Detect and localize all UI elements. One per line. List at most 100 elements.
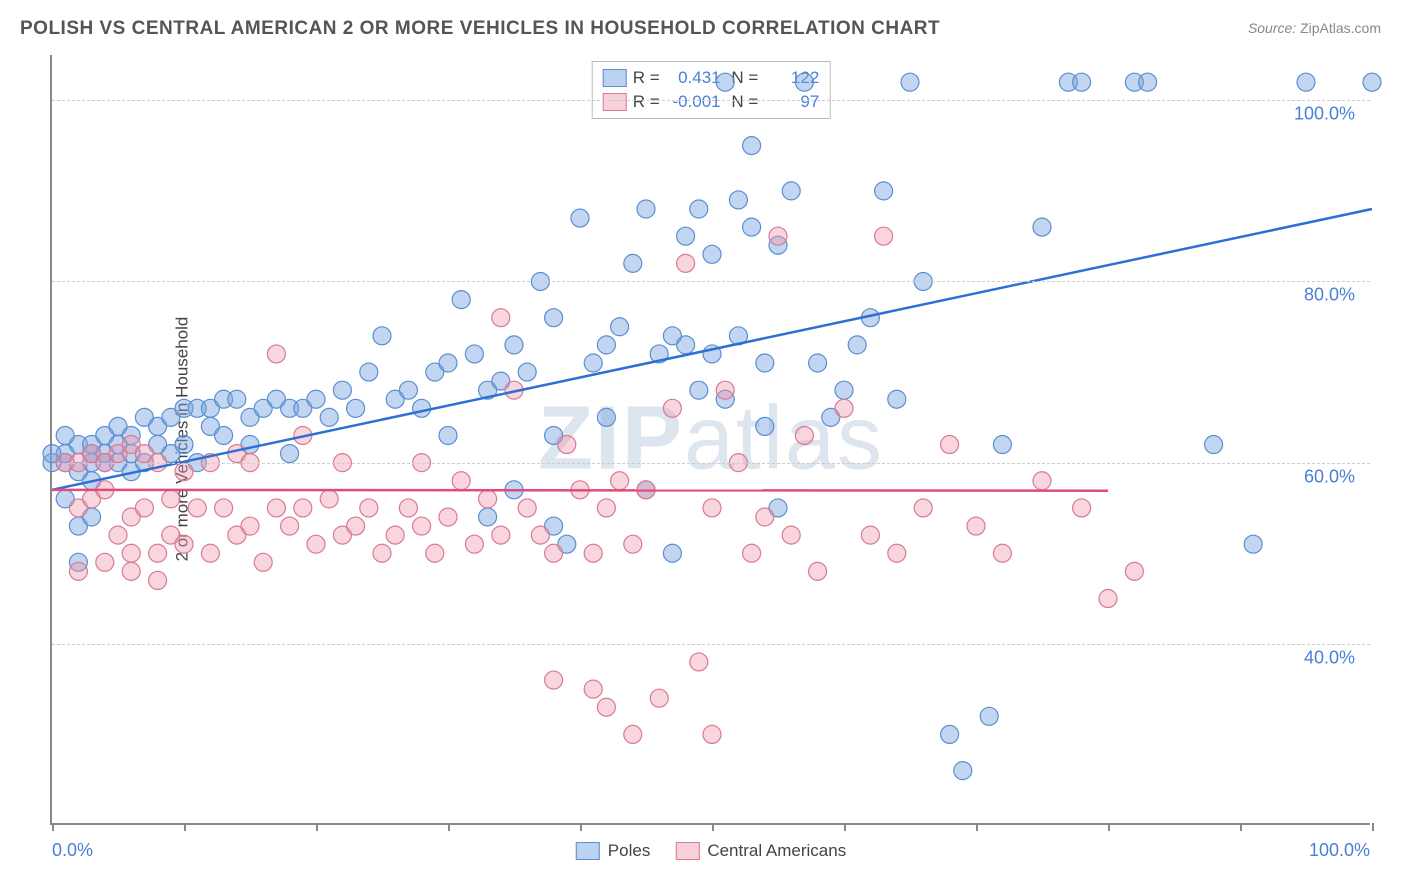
- data-point: [993, 436, 1011, 454]
- swatch-blue: [576, 842, 600, 860]
- data-point: [518, 499, 536, 517]
- data-point: [281, 445, 299, 463]
- data-point: [835, 381, 853, 399]
- data-point: [967, 517, 985, 535]
- data-point: [677, 227, 695, 245]
- data-point: [439, 354, 457, 372]
- data-point: [809, 562, 827, 580]
- y-tick-label: 80.0%: [1304, 285, 1355, 306]
- data-point: [69, 562, 87, 580]
- gridline-h: [52, 281, 1370, 282]
- data-point: [545, 671, 563, 689]
- data-point: [703, 499, 721, 517]
- x-tick: [976, 823, 978, 831]
- data-point: [690, 381, 708, 399]
- regression-line: [52, 490, 1108, 491]
- data-point: [413, 517, 431, 535]
- x-tick: [580, 823, 582, 831]
- y-tick-label: 100.0%: [1294, 104, 1355, 125]
- data-point: [611, 318, 629, 336]
- data-point: [518, 363, 536, 381]
- x-tick: [52, 823, 54, 831]
- data-point: [756, 354, 774, 372]
- source-value: ZipAtlas.com: [1300, 20, 1381, 36]
- data-point: [439, 426, 457, 444]
- data-point: [1033, 472, 1051, 490]
- data-point: [479, 490, 497, 508]
- data-point: [1363, 73, 1381, 91]
- data-point: [320, 408, 338, 426]
- data-point: [122, 562, 140, 580]
- data-point: [531, 526, 549, 544]
- data-point: [558, 436, 576, 454]
- data-point: [267, 499, 285, 517]
- data-point: [782, 182, 800, 200]
- data-point: [703, 725, 721, 743]
- data-point: [162, 490, 180, 508]
- data-point: [281, 517, 299, 535]
- data-point: [584, 680, 602, 698]
- data-point: [980, 707, 998, 725]
- data-point: [360, 363, 378, 381]
- data-point: [1033, 218, 1051, 236]
- data-point: [703, 245, 721, 263]
- data-point: [254, 553, 272, 571]
- data-point: [1205, 436, 1223, 454]
- legend-item-central: Central Americans: [675, 841, 846, 861]
- data-point: [1125, 562, 1143, 580]
- data-point: [769, 227, 787, 245]
- plot-area: 2 or more Vehicles in Household ZIPatlas…: [50, 55, 1370, 825]
- data-point: [848, 336, 866, 354]
- data-point: [373, 544, 391, 562]
- data-point: [690, 653, 708, 671]
- gridline-h: [52, 463, 1370, 464]
- data-point: [1244, 535, 1262, 553]
- data-point: [756, 508, 774, 526]
- data-point: [122, 544, 140, 562]
- data-point: [584, 544, 602, 562]
- data-point: [201, 544, 219, 562]
- data-point: [677, 336, 695, 354]
- data-point: [149, 571, 167, 589]
- data-point: [954, 762, 972, 780]
- data-point: [571, 209, 589, 227]
- data-point: [307, 535, 325, 553]
- data-point: [175, 436, 193, 454]
- legend-label: Poles: [608, 841, 651, 861]
- data-point: [795, 73, 813, 91]
- data-point: [624, 535, 642, 553]
- data-point: [597, 408, 615, 426]
- data-point: [690, 200, 708, 218]
- data-point: [597, 698, 615, 716]
- data-point: [373, 327, 391, 345]
- y-tick-label: 40.0%: [1304, 647, 1355, 668]
- data-point: [545, 309, 563, 327]
- data-point: [716, 73, 734, 91]
- data-point: [888, 544, 906, 562]
- x-tick: [184, 823, 186, 831]
- data-point: [175, 463, 193, 481]
- data-point: [584, 354, 602, 372]
- source-label: Source:: [1248, 20, 1296, 36]
- data-point: [716, 381, 734, 399]
- data-point: [941, 436, 959, 454]
- data-point: [650, 689, 668, 707]
- data-point: [1073, 499, 1091, 517]
- x-tick-label: 0.0%: [52, 840, 93, 861]
- data-point: [399, 499, 417, 517]
- series-legend: Poles Central Americans: [576, 841, 846, 861]
- data-point: [56, 426, 74, 444]
- data-point: [611, 472, 629, 490]
- data-point: [386, 526, 404, 544]
- x-tick-label: 100.0%: [1309, 840, 1370, 861]
- x-tick: [1372, 823, 1374, 831]
- data-point: [663, 399, 681, 417]
- data-point: [756, 417, 774, 435]
- legend-label: Central Americans: [707, 841, 846, 861]
- data-point: [835, 399, 853, 417]
- data-point: [809, 354, 827, 372]
- data-point: [228, 390, 246, 408]
- swatch-pink: [675, 842, 699, 860]
- data-point: [347, 399, 365, 417]
- data-point: [597, 336, 615, 354]
